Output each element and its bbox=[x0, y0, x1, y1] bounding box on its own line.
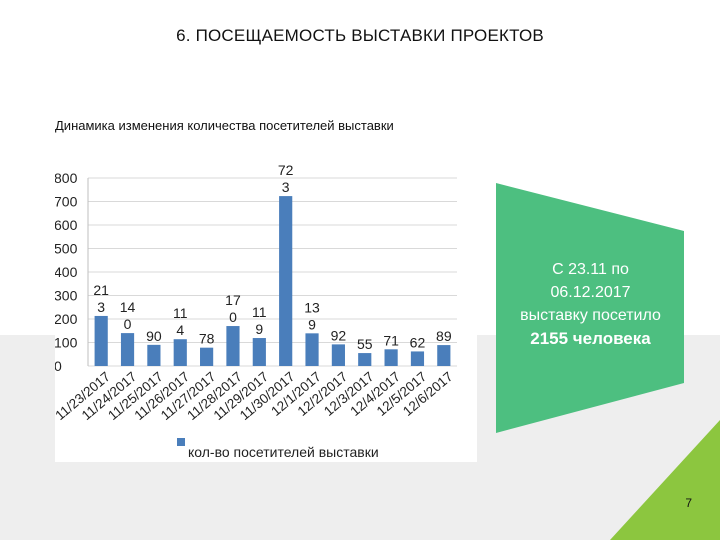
bar bbox=[120, 333, 135, 366]
data-label: 3 bbox=[282, 179, 290, 195]
callout-text: С 23.11 по 06.12.2017 выставку посетило … bbox=[498, 258, 683, 350]
bar bbox=[226, 326, 240, 366]
y-tick-label: 700 bbox=[55, 194, 78, 210]
data-label: 72 bbox=[278, 162, 294, 178]
bar bbox=[305, 333, 319, 366]
callout-line-4: 2155 человека bbox=[530, 329, 651, 348]
callout-line-1: С 23.11 по bbox=[552, 261, 629, 278]
y-tick-label: 0 bbox=[55, 358, 62, 374]
data-label: 55 bbox=[357, 336, 373, 352]
data-label: 71 bbox=[383, 332, 399, 348]
bar bbox=[410, 351, 425, 366]
data-label: 0 bbox=[124, 316, 132, 332]
y-tick-label: 500 bbox=[55, 241, 78, 257]
legend-label: кол-во посетителей выставки bbox=[188, 444, 379, 460]
callout-line-3: выставку посетило bbox=[520, 307, 661, 324]
page-number: 7 bbox=[685, 496, 692, 510]
data-label: 9 bbox=[308, 316, 316, 332]
bar bbox=[147, 344, 161, 366]
chart-area: 0 100 200 300 400 500 600 700 800 21 3 11/23/2017 14… bbox=[55, 152, 477, 462]
data-label: 90 bbox=[146, 328, 162, 344]
data-label: 11 bbox=[173, 305, 188, 321]
data-label: 11 bbox=[252, 304, 267, 320]
y-tick-label: 300 bbox=[55, 288, 78, 304]
bar-chart: 010020030040050060070080021311/23/201714… bbox=[55, 162, 457, 460]
data-label: 0 bbox=[229, 309, 237, 325]
y-tick-label: 100 bbox=[55, 335, 78, 351]
data-label: 3 bbox=[97, 299, 105, 315]
callout-line-2: 06.12.2017 bbox=[550, 284, 631, 301]
bar bbox=[279, 196, 293, 366]
data-label: 89 bbox=[436, 328, 452, 344]
bar bbox=[252, 338, 266, 366]
bar bbox=[173, 339, 187, 366]
y-tick-label: 600 bbox=[55, 217, 78, 233]
data-label: 9 bbox=[255, 321, 263, 337]
data-label: 14 bbox=[120, 299, 136, 315]
data-label: 17 bbox=[225, 292, 241, 308]
bar bbox=[200, 347, 214, 366]
data-label: 78 bbox=[199, 331, 215, 347]
corner-decoration bbox=[610, 420, 720, 540]
bar bbox=[331, 344, 345, 366]
data-label: 92 bbox=[331, 327, 347, 343]
bar bbox=[94, 315, 108, 366]
y-tick-label: 400 bbox=[55, 264, 78, 280]
data-label: 4 bbox=[176, 322, 184, 338]
data-label: 13 bbox=[304, 299, 320, 315]
callout-arrow-shape bbox=[496, 183, 684, 433]
bar bbox=[384, 349, 398, 366]
chart-title: Динамика изменения количества посетителе… bbox=[55, 118, 394, 133]
bar bbox=[437, 345, 451, 366]
slide-title: 6. ПОСЕЩАЕМОСТЬ ВЫСТАВКИ ПРОЕКТОВ bbox=[176, 26, 544, 45]
y-tick-label: 800 bbox=[55, 170, 78, 186]
y-tick-label: 200 bbox=[55, 311, 78, 327]
data-label: 62 bbox=[410, 334, 426, 350]
bar bbox=[358, 353, 372, 366]
legend-swatch bbox=[177, 438, 185, 446]
data-label: 21 bbox=[93, 282, 109, 298]
